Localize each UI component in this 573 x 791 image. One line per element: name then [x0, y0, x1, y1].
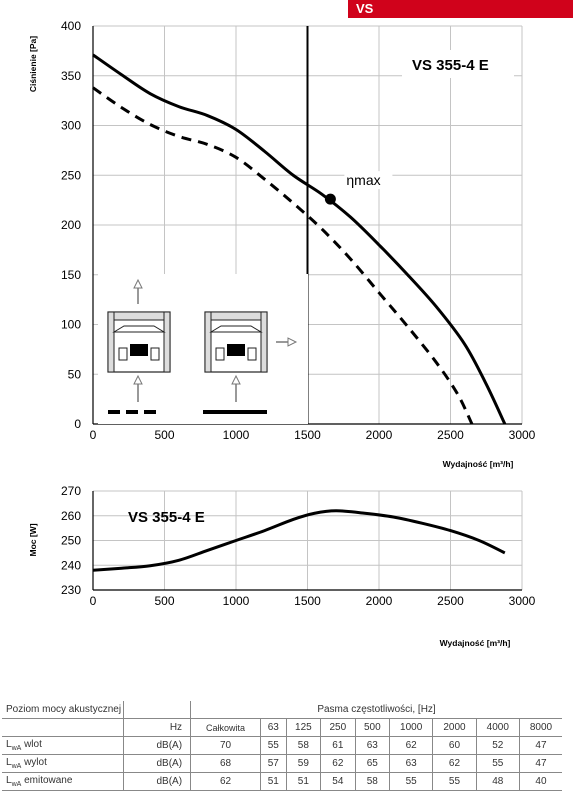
table-title-row: Poziom mocy akustycznej Pasma częstotliw… [2, 701, 562, 719]
y-tick-label: 250 [61, 168, 81, 182]
x-tick-label: 0 [90, 428, 97, 442]
band-header: Pasma częstotliwości, [Hz] [190, 701, 562, 719]
table-cell: 47 [518, 736, 562, 755]
power-grid [92, 490, 523, 591]
x-tick-label: 1000 [223, 428, 250, 442]
table-row: LwA wlot dB(A) 70 55 58 61 63 62 60 52 47 [2, 736, 562, 755]
pressure-ticks: 0 500 1000 1500 2000 2500 3000 0 50 100 150 200 250 3… [61, 19, 536, 442]
column-header: 250 [320, 718, 356, 737]
solid-curve [92, 509, 506, 572]
table-cell: 62 [320, 754, 356, 773]
x-tick-label: 1000 [223, 594, 250, 608]
series-badge: VS [348, 0, 573, 18]
acoustic-table: Poziom mocy akustycznej Pasma częstotliw… [2, 701, 562, 791]
row-unit: dB(A) [123, 736, 191, 755]
eta-max-label: ηmax [346, 172, 380, 188]
y-tick-label: 300 [61, 119, 81, 133]
y-axis-label: Ciśnienie [Pa] [28, 36, 38, 92]
table-cell: 52 [475, 736, 520, 755]
table-cell: 63 [389, 754, 433, 773]
table-cell: 55 [475, 754, 520, 773]
x-tick-label: 3000 [509, 594, 536, 608]
x-tick-label: 1500 [294, 428, 321, 442]
y-tick-label: 150 [61, 268, 81, 282]
y-tick-label: 0 [74, 417, 81, 431]
table-cell: 58 [285, 736, 321, 755]
power-y-axis-label: Moc [W] [28, 523, 38, 556]
column-header: Całkowita [190, 718, 261, 737]
column-header: 4000 [475, 718, 520, 737]
y-tick-label: 200 [61, 218, 81, 232]
y-tick-label: 240 [61, 558, 81, 572]
y-tick-label: 350 [61, 69, 81, 83]
column-header: 1000 [389, 718, 433, 737]
x-tick-label: 3000 [509, 428, 536, 442]
y-tick-label: 400 [61, 19, 81, 33]
y-tick-label: 250 [61, 534, 81, 548]
x-tick-label: 2000 [366, 594, 393, 608]
power-x-axis-label: Wydajność [m³/h] [440, 638, 511, 648]
y-tick-label: 270 [61, 484, 81, 498]
y-tick-label: 230 [61, 583, 81, 597]
x-tick-label: 500 [154, 594, 174, 608]
column-header: 63 [260, 718, 287, 737]
table-cell: 68 [190, 754, 261, 773]
unit-header: Hz [123, 718, 191, 737]
column-header: 2000 [432, 718, 477, 737]
model-label-bg [402, 50, 514, 78]
table-cell: 62 [432, 754, 477, 773]
table-cell: 63 [354, 736, 390, 755]
y-tick-label: 260 [61, 509, 81, 523]
x-tick-label: 0 [90, 594, 97, 608]
column-header: 125 [285, 718, 321, 737]
power-series [92, 509, 506, 572]
inlet-diagram [107, 278, 171, 414]
table-cell: 57 [260, 754, 287, 773]
table-cell: 70 [190, 736, 261, 755]
table-header-row: Hz Całkowita 63 125 250 500 1000 2000 4000 8000 [2, 718, 562, 737]
model-label: VS 355-4 E [412, 57, 489, 74]
row-label: LwA wlot [2, 736, 124, 755]
table-cell: 47 [518, 754, 562, 773]
table-cell: 59 [285, 754, 321, 773]
eta-max-point [324, 193, 336, 205]
eta-max-marker: ηmax [324, 171, 393, 205]
dashed-curve [92, 86, 474, 425]
x-axis-label: Wydajność [m³/h] [443, 459, 514, 469]
y-tick-label: 100 [61, 318, 81, 332]
y-tick-label: 50 [68, 367, 82, 381]
x-tick-label: 500 [154, 428, 174, 442]
row-label: LwA wylot [2, 754, 124, 773]
table-cell: 62 [389, 736, 433, 755]
x-tick-label: 2500 [437, 594, 464, 608]
pressure-chart: 0 500 1000 1500 2000 2500 3000 0 50 100 150 200 250 3… [28, 19, 536, 469]
power-axes [92, 491, 522, 591]
row-unit: dB(A) [123, 754, 191, 773]
table-cell: 65 [354, 754, 390, 773]
table-cell: 61 [320, 736, 356, 755]
column-header: 8000 [518, 718, 562, 737]
outlet-diagram [203, 311, 298, 414]
column-header: 500 [354, 718, 390, 737]
table-row: LwA wylot dB(A) 68 57 59 62 65 63 62 55 47 [2, 754, 562, 773]
table-cell: 55 [260, 736, 287, 755]
x-tick-label: 2500 [437, 428, 464, 442]
legend-diagrams [98, 274, 308, 424]
x-tick-label: 1500 [294, 594, 321, 608]
x-tick-label: 2000 [366, 428, 393, 442]
power-chart: 0 500 1000 1500 2000 2500 3000230240250260270 … [28, 484, 536, 648]
table-title: Poziom mocy akustycznej [2, 701, 124, 719]
power-ticks: 0 500 1000 1500 2000 2500 3000 230 240 250 260 270 [61, 484, 536, 608]
power-model-label: VS 355-4 E [128, 509, 205, 526]
table-cell: 60 [432, 736, 477, 755]
